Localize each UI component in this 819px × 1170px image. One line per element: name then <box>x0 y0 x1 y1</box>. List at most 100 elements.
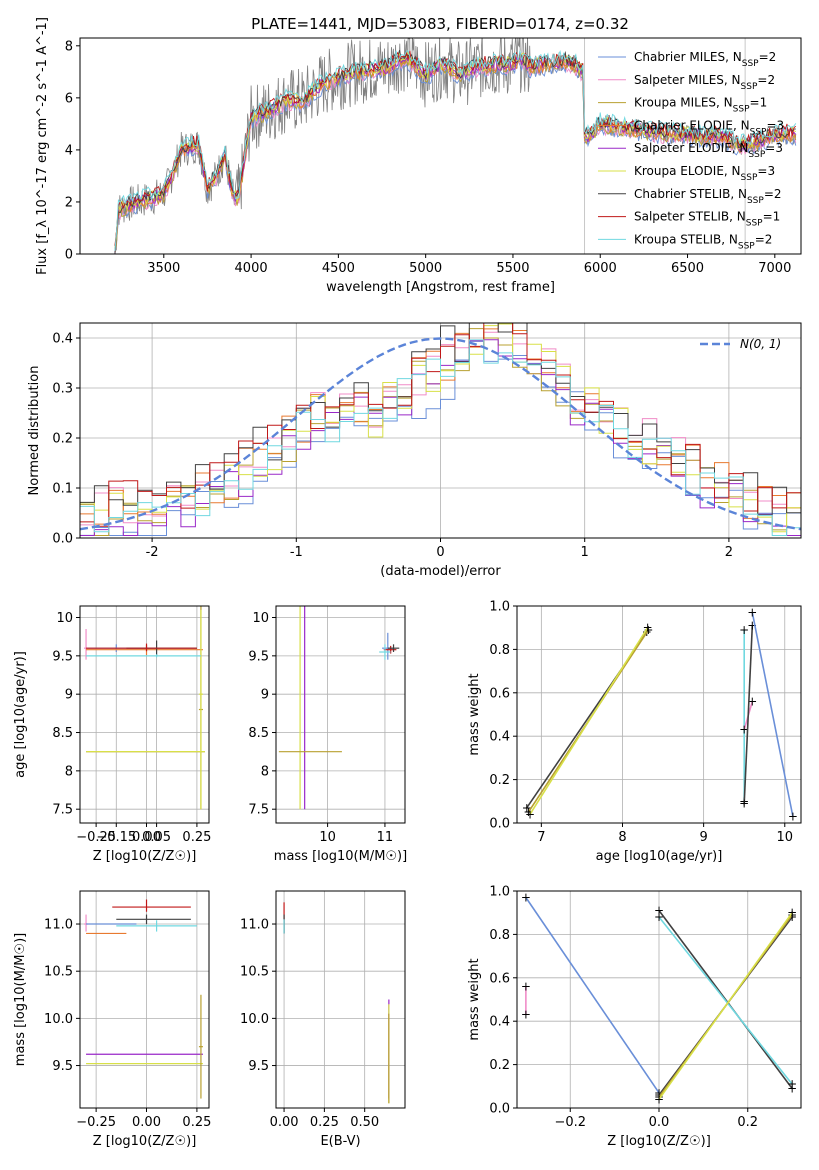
weight-metallicity-marker: + <box>787 1077 797 1091</box>
legend-entry: Kroupa STELIB, NSSP=2 <box>634 232 772 251</box>
weight-age-marker: + <box>739 796 749 810</box>
y-tick-label: 0.1 <box>52 482 73 497</box>
model-spectrum-line <box>114 58 797 254</box>
y-tick-label: 8 <box>65 764 73 779</box>
y-tick-label: 0.4 <box>52 332 73 347</box>
x-tick-label: -2 <box>146 545 159 560</box>
y-tick-label: 6 <box>65 91 73 106</box>
x-tick-label: 11 <box>377 830 394 845</box>
x-tick-label: 0.25 <box>182 830 211 845</box>
weight-age-marker: + <box>643 621 653 635</box>
weight-age-marker: + <box>739 723 749 737</box>
y-tick-label: 0.2 <box>489 773 510 788</box>
y-tick-label: 0.0 <box>52 532 73 547</box>
y-tick-label: 11.0 <box>44 918 73 933</box>
normal-distribution-curve <box>80 337 801 531</box>
y-tick-label: 0.3 <box>52 382 73 397</box>
clipped-layer <box>84 606 205 810</box>
model-spectrum-line <box>114 50 797 246</box>
weight-metallicity-marker: + <box>787 908 797 922</box>
plot-frame <box>79 37 802 255</box>
clipped-layer <box>84 899 203 1099</box>
weight-age-marker: + <box>525 807 535 821</box>
weight-metallicity-marker: + <box>654 1090 664 1104</box>
legend-entry: N(0, 1) <box>740 337 781 351</box>
legend-entry: Kroupa MILES, NSSP=1 <box>634 96 767 115</box>
spectrum-title: PLATE=1441, MJD=53083, FIBERID=0174, z=0… <box>251 15 629 33</box>
weight-metallicity-marker: + <box>654 904 664 918</box>
weight-age-line <box>529 627 649 815</box>
x-tick-label: 7000 <box>758 261 791 276</box>
plot-frame <box>79 322 802 539</box>
weight-metallicity-marker: + <box>521 979 531 993</box>
mass-vs-ebv-panel: 0.00 0.25 0.50 9.5 10.0 10.5 11.0 E(B-V) <box>240 890 406 1149</box>
plot-frame <box>516 605 802 824</box>
weight-metallicity-line <box>525 897 660 1094</box>
x-tick-label: 2 <box>725 545 733 560</box>
x-axis-label: (data-model)/error <box>380 564 501 579</box>
x-tick-label: −0.15 <box>96 830 136 845</box>
clipped-layer <box>283 902 390 1104</box>
residual-histogram <box>80 339 801 536</box>
weight-age-line <box>751 612 794 817</box>
y-axis-label: mass [log10(M/M☉)] <box>13 933 28 1066</box>
age-vs-mass-panel: 10 11 7.5 8 8.5 9 9.5 10 mass [log10(M/M☉)] <box>248 605 407 864</box>
x-axis-label: age [log10(age/yr)] <box>596 849 723 864</box>
y-tick-label: 0.6 <box>489 686 510 701</box>
y-tick-label: 0.0 <box>489 1102 510 1117</box>
x-tick-label: 0.25 <box>182 1115 211 1130</box>
x-tick-label: 0.2 <box>737 1115 758 1130</box>
model-spectrum-line <box>114 57 797 254</box>
legend: Chabrier MILES, NSSP=2 Salpeter MILES, NS… <box>598 50 784 251</box>
y-tick-label: 9 <box>65 688 73 703</box>
legend-entry: Kroupa ELODIE, NSSP=3 <box>634 164 775 183</box>
x-axis-label: Z [log10(Z/Z☉)] <box>93 1134 197 1149</box>
plot-frame <box>275 605 406 824</box>
weight-metallicity-marker: + <box>787 910 797 924</box>
legend-entry: Salpeter STELIB, NSSP=1 <box>634 210 780 229</box>
x-axis-label: mass [log10(M/M☉)] <box>274 849 407 864</box>
y-tick-label: 0.2 <box>489 1058 510 1073</box>
y-tick-label: 9.5 <box>248 649 269 664</box>
y-tick-label: 0.8 <box>489 928 510 943</box>
y-tick-label: 0 <box>65 248 73 263</box>
plot-frame <box>79 605 210 824</box>
x-tick-label: 3500 <box>147 261 180 276</box>
clipped-layer <box>80 323 801 536</box>
weight-vs-metallicity-panel: −0.2 0.0 0.2 0.0 0.2 0.4 0.6 0.8 1.0 Z [log10(Z/Z… <box>467 885 802 1149</box>
y-tick-label: 8 <box>261 764 269 779</box>
y-tick-label: 9.5 <box>248 1059 269 1074</box>
y-tick-label: 8 <box>65 39 73 54</box>
y-tick-label: 0.8 <box>489 643 510 658</box>
weight-metallicity-line <box>658 916 793 1085</box>
weight-metallicity-marker: + <box>521 891 531 905</box>
weight-age-line <box>743 625 754 804</box>
x-tick-label: -1 <box>290 545 303 560</box>
weight-metallicity-marker: + <box>787 906 797 920</box>
weight-age-marker: + <box>523 805 533 819</box>
legend-entry: Salpeter MILES, NSSP=2 <box>634 73 775 92</box>
weight-age-marker: + <box>522 801 532 815</box>
plot-frame <box>79 890 210 1109</box>
clipped-layer <box>114 38 797 254</box>
x-tick-label: −0.25 <box>76 830 116 845</box>
residual-histogram <box>80 323 801 533</box>
y-tick-label: 4 <box>65 143 73 158</box>
x-tick-label: 0.00 <box>132 1115 161 1130</box>
residual-histogram-panel: -2 -1 0 1 2 0.0 0.1 0.2 0.3 0.4 (data-model)/error… <box>27 322 802 579</box>
x-tick-label: 5500 <box>496 261 529 276</box>
y-tick-label: 1.0 <box>489 885 510 900</box>
x-axis-label: Z [log10(Z/Z☉)] <box>93 849 197 864</box>
clipped-layer <box>278 606 400 810</box>
weight-age-marker: + <box>643 623 653 637</box>
y-axis-label: mass weight <box>467 673 482 755</box>
y-axis-label: Normed distribution <box>27 366 42 496</box>
x-tick-label: 0.00 <box>132 830 161 845</box>
x-tick-label: 7 <box>537 830 545 845</box>
y-axis-label: age [log10(age/yr)] <box>13 651 28 778</box>
y-tick-label: 8.5 <box>248 726 269 741</box>
x-tick-label: 6500 <box>671 261 704 276</box>
weight-age-marker: + <box>747 606 757 620</box>
x-tick-label: 10 <box>776 830 793 845</box>
